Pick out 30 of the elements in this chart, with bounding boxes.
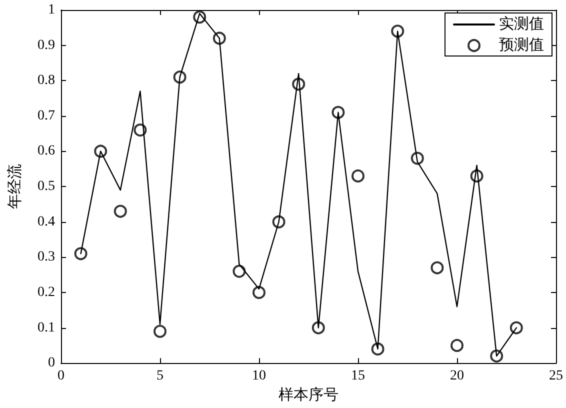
point — [352, 169, 364, 182]
point — [510, 321, 523, 334]
y-axis-title: 年经流 — [6, 164, 24, 210]
y-tick-label: 0.8 — [38, 73, 55, 88]
point — [74, 247, 88, 260]
legend-label: 实测值 — [499, 16, 544, 32]
y-tick-label: 0.9 — [38, 38, 55, 53]
x-axis-title: 样本序号 — [278, 386, 338, 404]
y-tick-label: 0.6 — [38, 144, 55, 159]
y-tick-label: 0.3 — [38, 250, 55, 265]
point — [232, 264, 246, 278]
y-tick-label: 0.5 — [38, 179, 55, 194]
x-tick-label: 20 — [450, 368, 464, 384]
x-tick-label: 0 — [58, 368, 64, 384]
legend-label: 预测值 — [499, 36, 544, 54]
point — [252, 286, 266, 299]
point — [154, 324, 166, 338]
y-tick-label: 0.2 — [38, 284, 55, 300]
y-tick-label: 0.4 — [38, 214, 55, 230]
y-tick-label: 0.7 — [38, 108, 55, 124]
x-tick-label: 25 — [549, 368, 563, 384]
x-tick-label: 15 — [351, 368, 365, 384]
y-tick-label: 1 — [48, 2, 55, 18]
y-tick-label: 0 — [48, 356, 55, 371]
point — [450, 338, 464, 352]
point — [430, 261, 444, 274]
x-tick-label: 5 — [156, 368, 164, 384]
y-tick-label: 0.1 — [38, 320, 55, 336]
x-tick-label: 10 — [252, 368, 266, 384]
point — [114, 204, 127, 218]
